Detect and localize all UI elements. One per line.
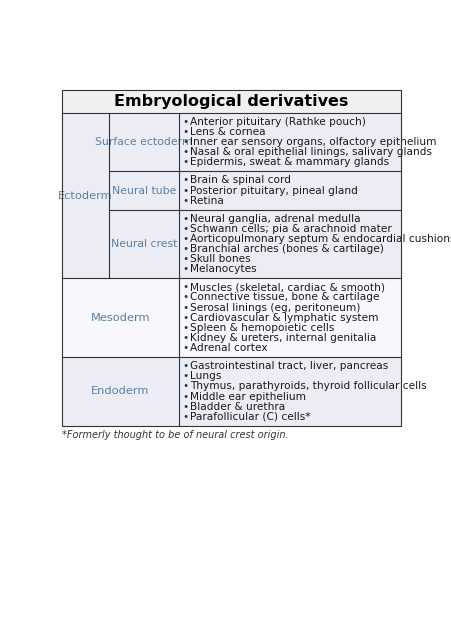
Bar bbox=[62, 113, 400, 278]
Text: Brain & spinal cord: Brain & spinal cord bbox=[189, 175, 290, 185]
Text: Schwann cells; pia & arachnoid mater: Schwann cells; pia & arachnoid mater bbox=[189, 224, 391, 234]
Text: •: • bbox=[182, 264, 189, 275]
Text: Serosal linings (eg, peritoneum): Serosal linings (eg, peritoneum) bbox=[189, 303, 359, 312]
Text: Neural ganglia, adrenal medulla: Neural ganglia, adrenal medulla bbox=[189, 213, 359, 224]
Text: •: • bbox=[182, 303, 189, 312]
Text: •: • bbox=[182, 196, 189, 206]
Text: •: • bbox=[182, 343, 189, 353]
Text: Middle ear epithelium: Middle ear epithelium bbox=[189, 392, 305, 402]
Text: •: • bbox=[182, 213, 189, 224]
Text: •: • bbox=[182, 402, 189, 412]
Text: Lungs: Lungs bbox=[189, 371, 221, 381]
Text: •: • bbox=[182, 392, 189, 402]
Text: Anterior pituitary (Rathke pouch): Anterior pituitary (Rathke pouch) bbox=[189, 117, 365, 127]
Text: •: • bbox=[182, 185, 189, 195]
Text: Kidney & ureters, internal genitalia: Kidney & ureters, internal genitalia bbox=[189, 333, 375, 343]
Text: •: • bbox=[182, 175, 189, 185]
Text: Muscles (skeletal, cardiac & smooth): Muscles (skeletal, cardiac & smooth) bbox=[189, 282, 384, 292]
Text: Thymus, parathyroids, thyroid follicular cells: Thymus, parathyroids, thyroid follicular… bbox=[189, 381, 425, 391]
Text: Skull bones: Skull bones bbox=[189, 254, 250, 264]
Text: Endoderm: Endoderm bbox=[91, 386, 149, 396]
Text: •: • bbox=[182, 333, 189, 343]
Text: •: • bbox=[182, 157, 189, 167]
Text: Nasal & oral epithelial linings, salivary glands: Nasal & oral epithelial linings, salivar… bbox=[189, 148, 431, 157]
Text: •: • bbox=[182, 361, 189, 371]
Text: •: • bbox=[182, 137, 189, 147]
Text: Parafollicular (C) cells*: Parafollicular (C) cells* bbox=[189, 412, 310, 422]
Text: •: • bbox=[182, 117, 189, 127]
Text: •: • bbox=[182, 381, 189, 391]
Bar bbox=[62, 90, 400, 426]
Text: Embryological derivatives: Embryological derivatives bbox=[114, 94, 348, 109]
Text: Posterior pituitary, pineal gland: Posterior pituitary, pineal gland bbox=[189, 185, 357, 195]
Text: *Formerly thought to be of neural crest origin.: *Formerly thought to be of neural crest … bbox=[62, 430, 288, 440]
Text: Melanocytes: Melanocytes bbox=[189, 264, 256, 275]
Text: Surface ectoderm: Surface ectoderm bbox=[95, 137, 193, 147]
Text: Aorticopulmonary septum & endocardial cushions: Aorticopulmonary septum & endocardial cu… bbox=[189, 234, 451, 244]
Text: •: • bbox=[182, 234, 189, 244]
Text: •: • bbox=[182, 224, 189, 234]
Text: •: • bbox=[182, 371, 189, 381]
Text: Spleen & hemopoietic cells: Spleen & hemopoietic cells bbox=[189, 323, 333, 333]
Text: Lens & cornea: Lens & cornea bbox=[189, 127, 265, 137]
Text: Bladder & urethra: Bladder & urethra bbox=[189, 402, 285, 412]
Text: •: • bbox=[182, 282, 189, 292]
Text: Adrenal cortex: Adrenal cortex bbox=[189, 343, 267, 353]
Text: Branchial arches (bones & cartilage): Branchial arches (bones & cartilage) bbox=[189, 244, 383, 254]
Text: •: • bbox=[182, 323, 189, 333]
Text: Gastrointestinal tract, liver, pancreas: Gastrointestinal tract, liver, pancreas bbox=[189, 361, 387, 371]
Text: Epidermis, sweat & mammary glands: Epidermis, sweat & mammary glands bbox=[189, 157, 388, 167]
Text: Ectoderm: Ectoderm bbox=[58, 190, 113, 201]
Text: •: • bbox=[182, 254, 189, 264]
Text: •: • bbox=[182, 127, 189, 137]
Text: •: • bbox=[182, 148, 189, 157]
Bar bbox=[62, 90, 400, 113]
Text: •: • bbox=[182, 412, 189, 422]
Text: Retina: Retina bbox=[189, 196, 223, 206]
Text: Mesoderm: Mesoderm bbox=[91, 312, 150, 323]
Text: Neural crest: Neural crest bbox=[110, 239, 177, 249]
Text: Cardiovascular & lymphatic system: Cardiovascular & lymphatic system bbox=[189, 312, 377, 323]
Text: Neural tube: Neural tube bbox=[112, 185, 176, 195]
Text: •: • bbox=[182, 312, 189, 323]
Text: •: • bbox=[182, 244, 189, 254]
Text: Connective tissue, bone & cartilage: Connective tissue, bone & cartilage bbox=[189, 293, 378, 303]
Bar bbox=[62, 357, 400, 426]
Bar bbox=[62, 278, 400, 357]
Text: Inner ear sensory organs, olfactory epithelium: Inner ear sensory organs, olfactory epit… bbox=[189, 137, 435, 147]
Text: •: • bbox=[182, 293, 189, 303]
